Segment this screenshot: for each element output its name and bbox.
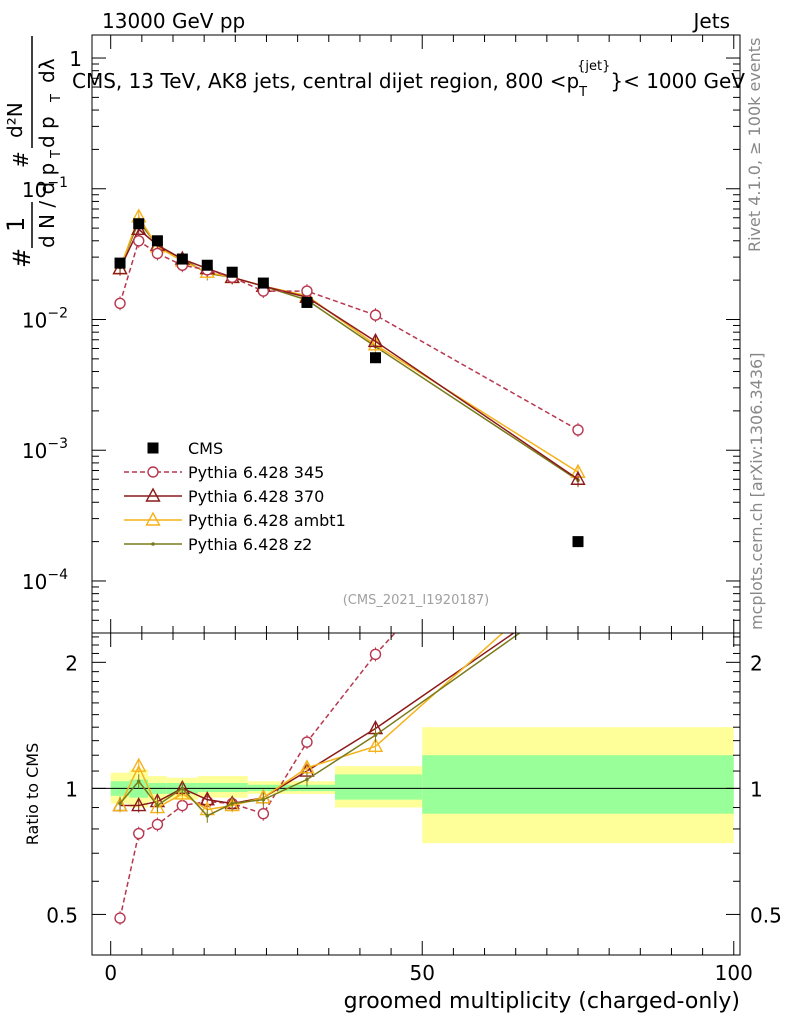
ratio-pythia-6-428-370-point: [572, 582, 585, 594]
ratio-pythia-6-428-z2-point: [180, 786, 185, 791]
main-cms-point: [370, 352, 381, 364]
ratio-pythia-6-428-z2-line: [119, 633, 521, 817]
ratio-pythia-6-428-370-line: [120, 633, 516, 807]
legend-label-cms: CMS: [188, 439, 223, 458]
main-cms-point: [301, 296, 313, 308]
svg-text:d p: d p: [35, 116, 59, 148]
ratio-band-green: [197, 782, 248, 793]
legend-marker-cms: [147, 442, 159, 454]
ratio-ytick-label-right: 0.5: [750, 903, 782, 927]
ratio-ytick-label: 1: [65, 777, 78, 801]
main-ytick-label: 10−4: [22, 567, 68, 594]
main-pythia-6-428-345-point: [114, 297, 126, 310]
ratio-pythia-6-428-z2-point: [373, 733, 378, 737]
ratio-ytick-label-right: 2: [750, 651, 763, 675]
xtick-label: 0: [104, 961, 117, 985]
ratio-pythia-6-428-345-point: [133, 827, 145, 840]
main-cms-point: [257, 277, 269, 289]
ratio-pythia-6-428-370-point: [131, 797, 147, 812]
main-ytick-label: 10−2: [22, 305, 68, 332]
ratio-frame: [91, 632, 741, 956]
main-cms-point: [133, 218, 145, 230]
legend-marker-pythia-6-428-ambt1: [145, 511, 161, 526]
svg-text:dλ: dλ: [35, 58, 59, 83]
svg-text:T: T: [49, 150, 64, 159]
ratio-pythia-6-428-z2-point: [118, 801, 122, 806]
ratio-pythia-6-428-345-line: [119, 633, 396, 919]
legend-marker-pythia-6-428-z2: [151, 542, 155, 546]
main-pythia-6-428-345-point: [133, 235, 145, 247]
main-cms-point: [226, 266, 238, 278]
ratio-pythia-6-428-345-point: [114, 912, 126, 924]
main-ylabel: # 1 d N / d p T # d²N d p T dλ: [2, 36, 64, 268]
ratio-ytick-label-right: 1: [750, 777, 763, 801]
svg-text:d²N: d²N: [3, 102, 27, 138]
header-left: 13000 GeV pp: [102, 9, 245, 33]
legend-marker-pythia-6-428-370: [145, 487, 161, 502]
ratio-pythia-6-428-345-point: [176, 799, 189, 812]
analysis-watermark: (CMS_2021_I1920187): [343, 593, 490, 608]
main-pythia-6-428-345-point: [572, 424, 584, 436]
ratio-ytick-label: 0.5: [46, 903, 78, 927]
main-cms-point: [201, 259, 213, 271]
main-cms-point: [176, 253, 188, 265]
main-title: CMS, 13 TeV, AK8 jets, central dijet reg…: [72, 59, 745, 100]
ratio-pythia-6-428-ambt1-point: [367, 737, 384, 753]
main-ytick-label: 10−1: [22, 175, 68, 202]
main-pythia-6-428-345-line: [119, 239, 579, 431]
legend-label-pythia-6-428-ambt1: Pythia 6.428 ambt1: [188, 511, 346, 530]
svg-text:1: 1: [2, 217, 30, 232]
legend: CMS Pythia 6.428 345 Pythia 6.428 370 Pythi…: [124, 439, 346, 554]
ratio-pythia-6-428-ambt1-point: [149, 799, 166, 814]
main-cms-point: [114, 257, 126, 269]
ratio-pythia-6-428-z2-point: [261, 797, 266, 802]
main-pythia-6-428-345-point: [301, 285, 313, 297]
main-cms-point: [572, 536, 584, 548]
legend-label-pythia-6-428-345: Pythia 6.428 345: [188, 463, 324, 482]
svg-text:#: #: [8, 248, 36, 268]
ratio-pythia-6-428-345-point: [151, 818, 164, 831]
ratio-pythia-6-428-z2-point: [576, 590, 580, 594]
mcplots-label: mcplots.cern.ch [arXiv:1306.3436]: [747, 353, 766, 630]
svg-text:#: #: [9, 151, 33, 168]
ratio-pythia-6-428-345-point: [369, 648, 382, 661]
ratio-pythia-6-428-345-point: [257, 807, 270, 820]
ratio-pythia-6-428-345-point: [301, 736, 313, 748]
main-pythia-6-428-370-point: [367, 332, 384, 348]
main-pythia-6-428-ambt1-line: [119, 215, 579, 473]
main-pythia-6-428-370-point: [570, 470, 586, 485]
legend-marker-pythia-6-428-345: [147, 466, 159, 478]
svg-text:T: T: [49, 94, 64, 103]
ratio-band-green: [335, 774, 423, 800]
main-cms-point: [151, 235, 163, 247]
rivet-label: Rivet 4.1.0, ≥ 100k events: [745, 38, 764, 252]
ratio-pythia-6-428-z2-point: [230, 801, 234, 806]
main-pythia-6-428-345-point: [151, 247, 164, 260]
header-right: Jets: [692, 9, 730, 33]
xtick-label: 100: [715, 961, 753, 985]
ratio-ylabel: Ratio to CMS: [23, 743, 42, 845]
ratio-pythia-6-428-ambt1-point: [131, 757, 147, 772]
main-ytick-label: 1: [69, 47, 82, 71]
ratio-pythia-6-428-z2-point: [305, 777, 309, 782]
ratio-ytick-label: 2: [65, 651, 78, 675]
ratio-pythia-6-428-ambt1-point: [572, 559, 585, 571]
legend-label-pythia-6-428-z2: Pythia 6.428 z2: [188, 535, 312, 554]
xtick-label: 50: [410, 961, 435, 985]
ratio-pythia-6-428-z2-point: [205, 814, 210, 818]
x-axis-label: groomed multiplicity (charged-only): [344, 989, 740, 1014]
main-ytick-label: 10−3: [22, 436, 68, 463]
legend-label-pythia-6-428-370: Pythia 6.428 370: [188, 487, 324, 506]
main-pythia-6-428-345-point: [369, 309, 382, 321]
svg-text:d N / d p: d N / d p: [35, 163, 59, 248]
ratio-pythia-6-428-z2-point: [136, 779, 141, 784]
ratio-pythia-6-428-z2-point: [155, 803, 160, 808]
ratio-band-green: [422, 755, 734, 814]
